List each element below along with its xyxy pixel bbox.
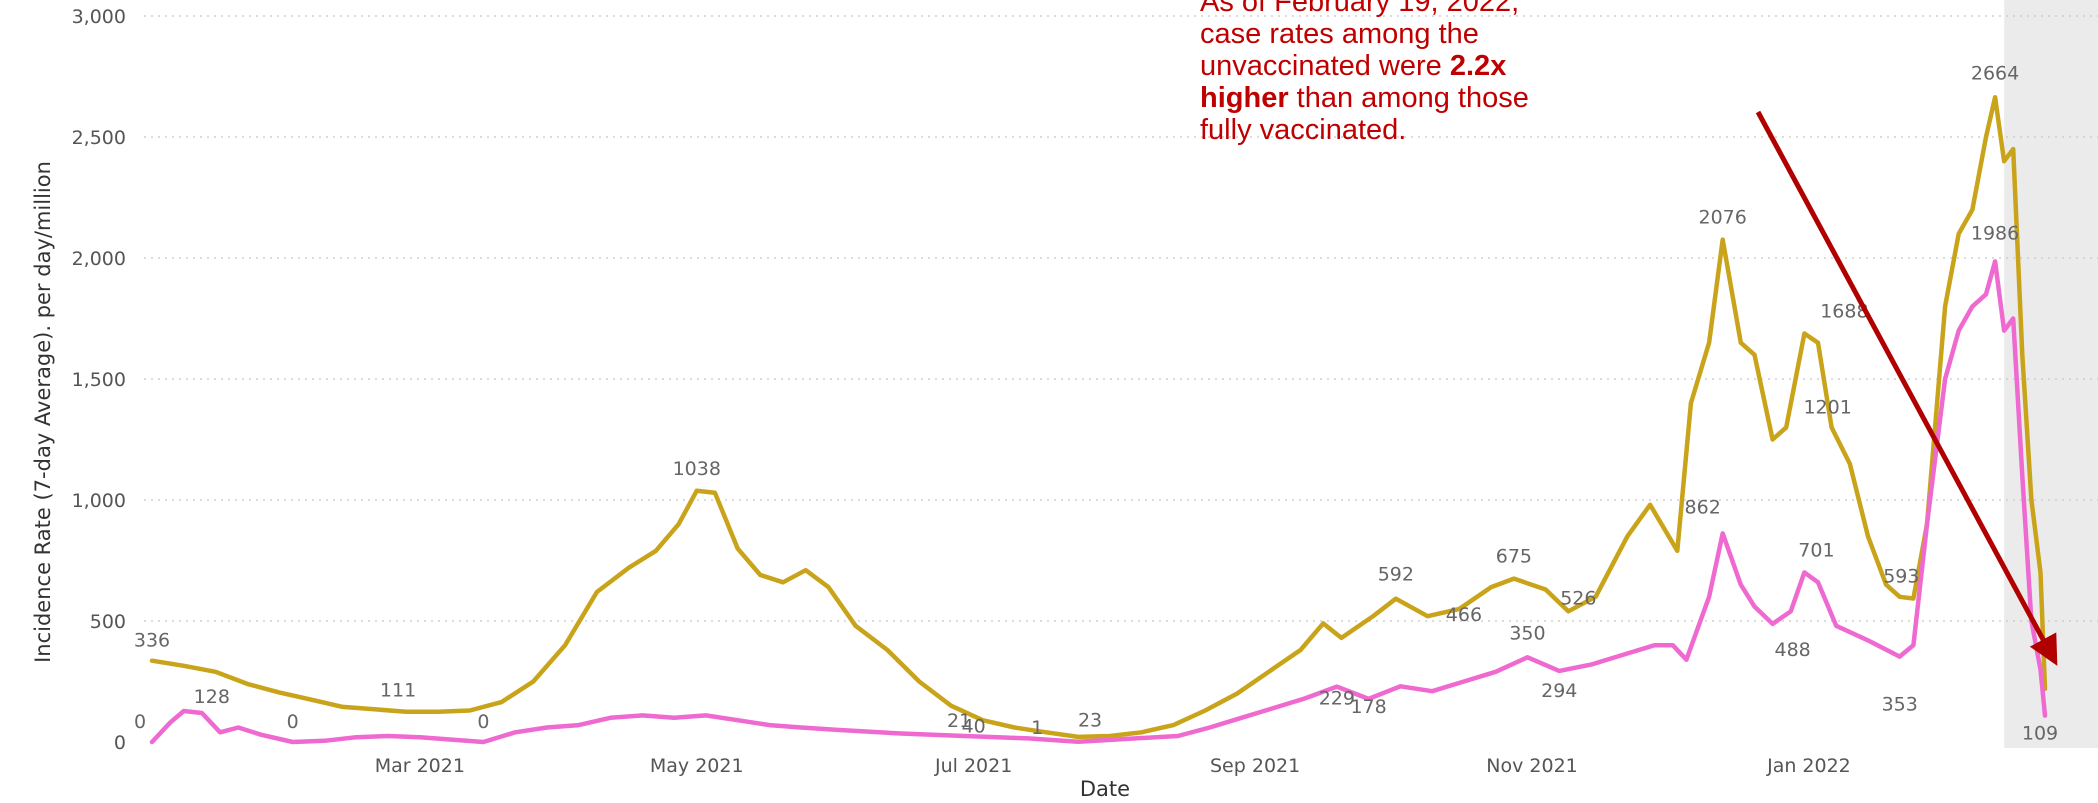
annotation-line1: As of February 19, 2022, case rates (1200, 0, 1520, 50)
y-tick-label: 2,000 (72, 248, 126, 270)
y-tick-label: 1,000 (72, 490, 126, 512)
data-label: 1 (1031, 717, 1043, 739)
data-label: 1201 (1803, 396, 1851, 418)
y-tick-label: 1,500 (72, 369, 126, 391)
y-tick-label: 500 (90, 611, 126, 633)
data-label: 23 (1078, 709, 1102, 731)
y-tick-label: 0 (114, 732, 126, 754)
data-label: 40 (962, 715, 986, 737)
data-label: 350 (1509, 622, 1545, 644)
data-label: 675 (1496, 546, 1532, 568)
y-tick-label: 2,500 (72, 127, 126, 149)
gridlines (144, 15, 2098, 622)
data-label: 2076 (1699, 207, 1747, 229)
y-tick-label: 3,000 (72, 6, 126, 28)
shaded-region-layer (2004, 0, 2098, 748)
data-label: 1986 (1971, 222, 2019, 244)
annotation-line2: among the unvaccinated were (1200, 18, 1479, 82)
data-label: 862 (1685, 496, 1721, 518)
series-line-2 (149, 259, 2048, 745)
x-tick-label: Mar 2021 (375, 755, 465, 777)
data-label: 466 (1446, 604, 1482, 626)
annotation-bold: 2.2x higher (1200, 50, 1507, 114)
x-axis-ticks: Mar 2021 May 2021 Jul 2021 Sep 2021 Nov 2021… (375, 755, 1851, 777)
annotation-line3: than among those fully vaccinated. (1200, 82, 1529, 146)
annotation-text: As of February 19, 2022, case rates amon… (1200, 0, 1580, 146)
data-label: 592 (1378, 564, 1414, 586)
y-axis-ticks: 0 500 1,000 1,500 2,000 2,500 3,000 (72, 6, 126, 754)
data-label: 1688 (1820, 301, 1868, 323)
x-tick-label: Jan 2022 (1766, 755, 1851, 777)
x-tick-label: Sep 2021 (1210, 755, 1300, 777)
shaded-region (2004, 0, 2098, 748)
data-label: 109 (2022, 723, 2058, 745)
data-label: 488 (1774, 639, 1810, 661)
data-label: 526 (1560, 588, 1596, 610)
data-label: 21 (947, 710, 971, 732)
data-label: 0 (287, 711, 299, 733)
data-label: 128 (194, 686, 230, 708)
data-label: 701 (1798, 539, 1834, 561)
series-line-1 (149, 95, 2048, 740)
x-tick-label: Jul 2021 (934, 755, 1012, 777)
y-axis-title: Incidence Rate (7-day Average). per day/… (31, 161, 55, 663)
data-label: 229 (1319, 688, 1355, 710)
data-label: 0 (134, 711, 146, 733)
x-tick-label: Nov 2021 (1486, 755, 1577, 777)
x-axis-title: Date (1080, 777, 1130, 801)
data-label: 336 (134, 630, 170, 652)
annotation-arrow-layer (1755, 110, 2058, 666)
data-label: 1038 (673, 458, 721, 480)
data-label: 178 (1350, 696, 1386, 718)
data-label: 111 (380, 680, 416, 702)
data-label: 593 (1883, 565, 1919, 587)
x-tick-label: May 2021 (650, 755, 744, 777)
data-label: 2664 (1971, 62, 2019, 84)
data-label: 0 (477, 711, 489, 733)
annotation-arrow (1755, 110, 2058, 666)
series-lines (149, 95, 2048, 745)
data-label: 294 (1541, 680, 1577, 702)
data-label: 353 (1882, 694, 1918, 716)
